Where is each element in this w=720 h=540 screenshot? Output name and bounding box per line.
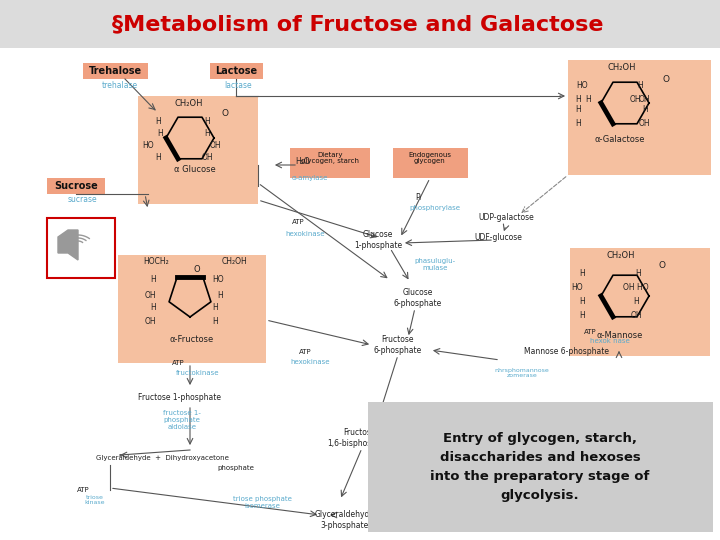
Text: Endogenous
glycogen: Endogenous glycogen — [408, 152, 451, 165]
Text: H: H — [150, 275, 156, 285]
Text: HO: HO — [212, 275, 224, 285]
Text: α-Galactose: α-Galactose — [595, 134, 645, 144]
Text: fructokinase: fructokinase — [176, 370, 220, 376]
Text: Glucose
6-phosphate: Glucose 6-phosphate — [394, 288, 442, 308]
Text: CH₂OH: CH₂OH — [607, 252, 635, 260]
Text: HO: HO — [571, 282, 582, 292]
Text: HO: HO — [576, 82, 588, 91]
Text: H: H — [575, 94, 581, 104]
Text: fructose 1-
phosphate
aldolase: fructose 1- phosphate aldolase — [163, 410, 201, 430]
Text: O: O — [659, 261, 665, 271]
Text: ATP: ATP — [77, 487, 89, 493]
Text: H: H — [155, 153, 161, 163]
Text: OH: OH — [210, 140, 221, 150]
Text: Sucrose: Sucrose — [54, 181, 98, 191]
Text: Lactose: Lactose — [215, 66, 257, 76]
Text: hexok nase: hexok nase — [590, 338, 630, 344]
Bar — [290, 148, 370, 178]
Text: Pᵢ: Pᵢ — [415, 192, 421, 201]
Text: Glucose
1-phosphate: Glucose 1-phosphate — [354, 230, 402, 249]
Text: HOCH₂: HOCH₂ — [143, 258, 169, 267]
Text: H: H — [204, 129, 210, 138]
Text: ATP: ATP — [584, 329, 596, 335]
Text: ATP: ATP — [292, 219, 305, 225]
Text: H: H — [642, 105, 648, 114]
Bar — [47, 218, 115, 278]
Text: Mannose 6-phosphate: Mannose 6-phosphate — [523, 348, 608, 356]
Text: H: H — [150, 303, 156, 313]
Text: H: H — [579, 269, 585, 279]
Text: Glyceraldehyde
3-phosphate: Glyceraldehyde 3-phosphate — [315, 510, 375, 530]
Bar — [570, 248, 710, 356]
Text: H: H — [157, 129, 163, 138]
Bar — [118, 255, 266, 363]
Text: Entry of glycogen, starch,
disaccharides and hexoses
into the preparatory stage : Entry of glycogen, starch, disaccharides… — [431, 432, 649, 502]
Text: Glyceraldehyde  +  Dihydroxyacetone: Glyceraldehyde + Dihydroxyacetone — [96, 455, 228, 461]
Text: triose phosphate
isomerase: triose phosphate isomerase — [233, 496, 292, 509]
Text: trehalase: trehalase — [102, 82, 138, 91]
Text: O: O — [194, 266, 200, 274]
Text: H: H — [575, 105, 581, 114]
Text: H₂O: H₂O — [296, 158, 310, 166]
Text: H: H — [217, 291, 223, 300]
Bar — [210, 63, 263, 79]
Text: Fructose
6-phosphate: Fructose 6-phosphate — [374, 335, 422, 355]
Text: H: H — [579, 296, 585, 306]
Text: CH₂OH: CH₂OH — [222, 258, 248, 267]
Text: α Glucose: α Glucose — [174, 165, 216, 174]
Text: Trehalose: Trehalose — [89, 66, 142, 76]
Text: Fructose 1-phosphate: Fructose 1-phosphate — [138, 393, 222, 402]
Text: OH: OH — [638, 119, 650, 129]
Text: OH: OH — [630, 310, 642, 320]
Text: OH: OH — [144, 318, 156, 327]
Text: CH₂OH: CH₂OH — [175, 98, 203, 107]
Text: ATP: ATP — [171, 360, 184, 366]
Text: α-amylase: α-amylase — [292, 175, 328, 181]
Text: H: H — [212, 303, 218, 313]
Text: hexokinase: hexokinase — [285, 231, 325, 237]
Text: O: O — [662, 75, 670, 84]
Text: phosphorylase: phosphorylase — [410, 205, 461, 211]
Text: phosphate: phosphate — [217, 465, 254, 471]
Bar — [0, 0, 720, 48]
Text: UDP-galactose: UDP-galactose — [478, 213, 534, 222]
Text: H: H — [635, 269, 641, 279]
Text: hexokinase: hexokinase — [290, 359, 330, 365]
Bar — [138, 96, 258, 204]
Text: H: H — [212, 318, 218, 327]
Text: H: H — [637, 82, 643, 91]
Text: Dietary
glycogen, starch: Dietary glycogen, starch — [301, 152, 359, 165]
Text: O: O — [222, 109, 228, 118]
Text: OH: OH — [629, 94, 641, 104]
Text: sucrase: sucrase — [67, 195, 96, 205]
Text: lactase: lactase — [224, 82, 252, 91]
Polygon shape — [58, 230, 78, 260]
Text: HO: HO — [142, 140, 154, 150]
Text: H: H — [633, 296, 639, 306]
Text: H: H — [579, 310, 585, 320]
Text: OH: OH — [201, 153, 213, 163]
Text: OH: OH — [638, 94, 650, 104]
Text: H: H — [204, 118, 210, 126]
Text: α-Fructose: α-Fructose — [170, 335, 214, 345]
Text: H: H — [155, 118, 161, 126]
Text: triose
kinase: triose kinase — [85, 495, 105, 505]
Bar — [568, 60, 711, 175]
Text: UDF-glucose: UDF-glucose — [474, 233, 522, 241]
Text: phasuluglu-
mulase: phasuluglu- mulase — [415, 259, 456, 272]
Text: OH: OH — [144, 291, 156, 300]
Text: nhrsphomannose
zomerase: nhrsphomannose zomerase — [495, 368, 549, 379]
Bar — [83, 63, 148, 79]
Text: OH HO: OH HO — [624, 282, 649, 292]
Text: Fructose
1,6-bisphosphate: Fructose 1,6-bisphosphate — [327, 428, 393, 448]
Bar — [47, 178, 105, 194]
Bar — [393, 148, 468, 178]
Text: H: H — [575, 119, 581, 129]
Bar — [368, 402, 713, 532]
Text: α-Mannose: α-Mannose — [597, 330, 643, 340]
Text: §Metabolism of Fructose and Galactose: §Metabolism of Fructose and Galactose — [112, 14, 604, 34]
Text: CH₂OH: CH₂OH — [608, 64, 636, 72]
Text: H: H — [585, 94, 591, 104]
Text: ATP: ATP — [299, 349, 311, 355]
